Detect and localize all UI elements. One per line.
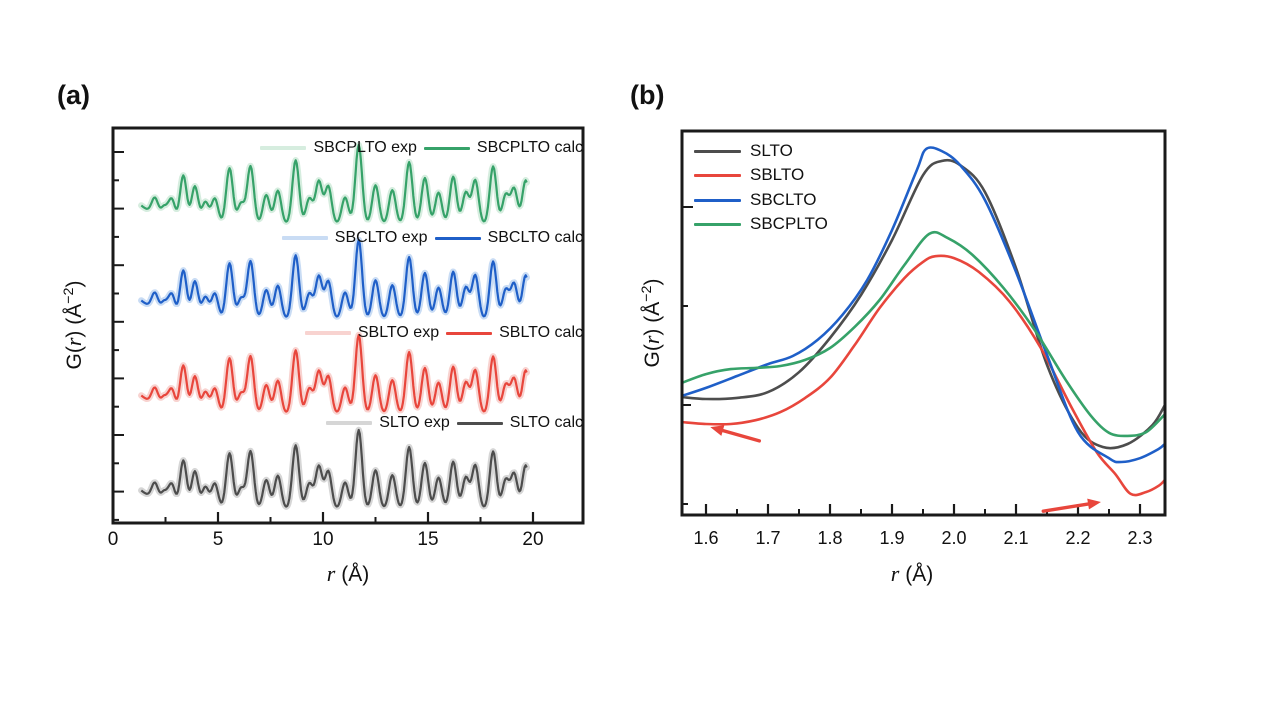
legend-calc-line-slto <box>456 421 503 425</box>
panel-b-xtick-5: 2.1 <box>1003 528 1029 548</box>
panel-b-xtick-2: 1.8 <box>817 528 843 548</box>
panel-a-xtick-4: 20 <box>522 529 544 550</box>
panel-a-curve-sbcplto-calc <box>140 143 528 223</box>
legend-calc-label: SLTO calc <box>509 414 583 431</box>
panel-b-xtick-0: 1.6 <box>693 528 719 548</box>
panel-b-xtick-3: 1.9 <box>879 528 905 548</box>
panel-a-xtick-2: 10 <box>312 529 334 550</box>
legend-calc-label: SBLTO calc <box>499 324 583 341</box>
panel-a-xtick-1: 5 <box>212 529 224 550</box>
legend-line-sblto <box>694 173 741 177</box>
panel-a-ylabel: G(r) (Å−2) <box>61 280 86 370</box>
panel-a-legend-row-2: SBLTO exp SBLTO calc <box>304 324 583 342</box>
panel-b-frame <box>680 129 1167 517</box>
panel-b-curve-sbcplto <box>683 230 1164 438</box>
legend-line-sbclto <box>694 198 741 202</box>
panel-a-curve-sbclto-calc <box>140 238 528 318</box>
panel-a-tag: (a) <box>57 80 90 110</box>
panel-b-arrow-1-shaft <box>1041 501 1093 513</box>
panel-a-xtick-3: 15 <box>417 529 439 550</box>
panel-b-xtick-1: 1.7 <box>755 528 781 548</box>
panel-b-ylabel: G(r) (Å−2) <box>639 278 664 368</box>
panel-a-curve-sblto-calc <box>140 333 528 413</box>
panel-a-xlabel: r (Å) <box>326 561 370 586</box>
legend-exp-label: SBCPLTO exp <box>313 139 417 156</box>
panel-b-arrow-0-shaft <box>718 428 762 443</box>
legend-label: SBLTO <box>750 165 805 184</box>
legend-line-slto <box>694 149 741 153</box>
panel-b-curve-sbclto <box>683 146 1164 464</box>
legend-exp-line-sbcplto <box>260 146 307 150</box>
legend-calc-line-sbclto <box>434 236 481 240</box>
legend-exp-label: SLTO exp <box>379 414 450 431</box>
panel-a-xtick-0: 0 <box>107 529 119 550</box>
legend-calc-line-sblto <box>446 331 493 335</box>
legend-exp-line-slto <box>326 421 373 425</box>
legend-label: SLTO <box>750 141 793 160</box>
legend-exp-line-sblto <box>304 331 351 335</box>
panel-b-arrow-1-head <box>1087 498 1101 510</box>
panel-b-curve-sblto <box>683 254 1164 497</box>
legend-label: SBCPLTO <box>750 214 828 233</box>
panel-b-legend-row-3: SBCPLTO <box>694 214 828 234</box>
panel-b-xtick-7: 2.3 <box>1127 528 1153 548</box>
panel-a-legend-row-0: SBCPLTO exp SBCPLTO calc <box>260 139 583 157</box>
panel-a-curve-slto-calc <box>140 428 528 508</box>
panel-b-tag: (b) <box>630 80 665 110</box>
panel-b-legend-row-0: SLTO <box>694 141 793 161</box>
panel-a-legend-row-1: SBCLTO exp SBCLTO calc <box>281 229 583 247</box>
legend-calc-label: SBCLTO calc <box>487 229 583 246</box>
legend-calc-label: SBCPLTO calc <box>476 139 583 156</box>
legend-exp-line-sbclto <box>281 236 328 240</box>
panel-b-arrow-0-head <box>710 425 725 436</box>
panel-b-xtick-4: 2.0 <box>941 528 967 548</box>
legend-exp-label: SBLTO exp <box>357 324 440 341</box>
panel-b-xlabel: r (Å) <box>890 561 934 586</box>
panel-b-curve-slto <box>683 158 1164 450</box>
panel-b-legend-row-1: SBLTO <box>694 165 804 185</box>
panel-a-legend-row-3: SLTO exp SLTO calc <box>326 414 583 432</box>
legend-calc-line-sbcplto <box>423 146 470 150</box>
panel-b-xtick-6: 2.2 <box>1065 528 1091 548</box>
panel-a-frame <box>111 126 585 525</box>
panel-b-legend-row-2: SBCLTO <box>694 190 816 210</box>
legend-label: SBCLTO <box>750 190 817 209</box>
legend-line-sbcplto <box>694 222 741 226</box>
legend-exp-label: SBCLTO exp <box>334 229 428 246</box>
